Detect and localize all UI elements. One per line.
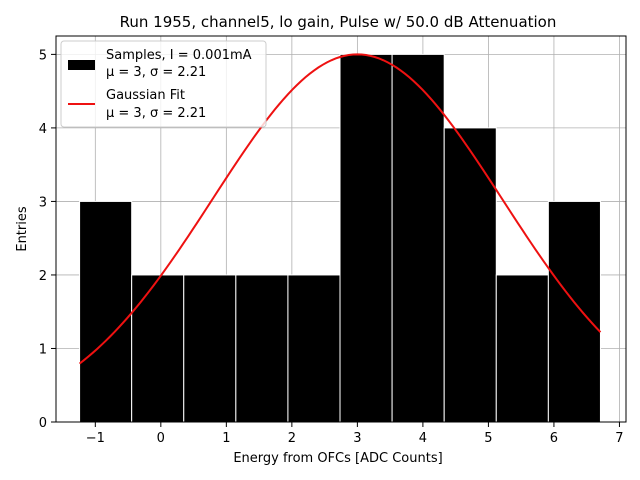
gaussian-fit [78, 53, 602, 365]
y-tick-label-4: 4 [39, 122, 47, 137]
histogram-bar-9 [547, 200, 601, 423]
histogram-bar-6 [391, 53, 445, 423]
histogram-bar-5 [339, 53, 393, 423]
x-tick-label-3: 2 [288, 431, 296, 446]
legend-fit-label: Gaussian Fit [106, 88, 185, 103]
legend-samples-patch [68, 60, 95, 70]
legend-samples-label: Samples, I = 0.001mA [106, 48, 252, 63]
x-tick-label-5: 4 [419, 431, 427, 446]
histogram-bars [79, 53, 601, 423]
histogram-bar-4 [287, 274, 341, 423]
x-tick-label-8: 7 [615, 431, 623, 446]
gaussian-fit-line [78, 53, 602, 365]
legend-fit-stats: μ = 3, σ = 2.21 [106, 106, 206, 121]
y-tick-label-1: 1 [39, 342, 47, 357]
x-tick-label-2: 1 [222, 431, 230, 446]
histogram-bar-3 [235, 274, 289, 423]
y-tick-label-2: 2 [39, 269, 47, 284]
y-axis-ticks: 0 1 2 3 4 5 [39, 48, 56, 431]
histogram-bar-8 [495, 274, 549, 423]
x-axis-label: Energy from OFCs [ADC Counts] [233, 451, 442, 466]
x-tick-label-0: −1 [86, 431, 105, 446]
x-axis-ticks: −1 0 1 2 3 4 5 6 7 [86, 422, 624, 446]
x-tick-label-1: 0 [157, 431, 165, 446]
histogram-bar-7 [443, 127, 497, 423]
histogram-bar-1 [131, 274, 185, 423]
histogram-bar-0 [79, 200, 133, 423]
legend: Samples, I = 0.001mA μ = 3, σ = 2.21 Gau… [60, 40, 267, 128]
legend-samples-stats: μ = 3, σ = 2.21 [106, 65, 206, 80]
x-tick-label-6: 5 [484, 431, 492, 446]
y-tick-label-3: 3 [39, 195, 47, 210]
plot-frame [55, 35, 627, 423]
histogram-bar-2 [183, 274, 237, 423]
x-tick-label-7: 6 [550, 431, 558, 446]
legend-box [60, 40, 267, 128]
y-tick-label-5: 5 [39, 48, 47, 63]
y-axis-label: Entries [15, 206, 30, 252]
chart-title: Run 1955, channel5, lo gain, Pulse w/ 50… [120, 13, 557, 31]
x-tick-label-4: 3 [353, 431, 361, 446]
y-tick-label-0: 0 [39, 416, 47, 431]
